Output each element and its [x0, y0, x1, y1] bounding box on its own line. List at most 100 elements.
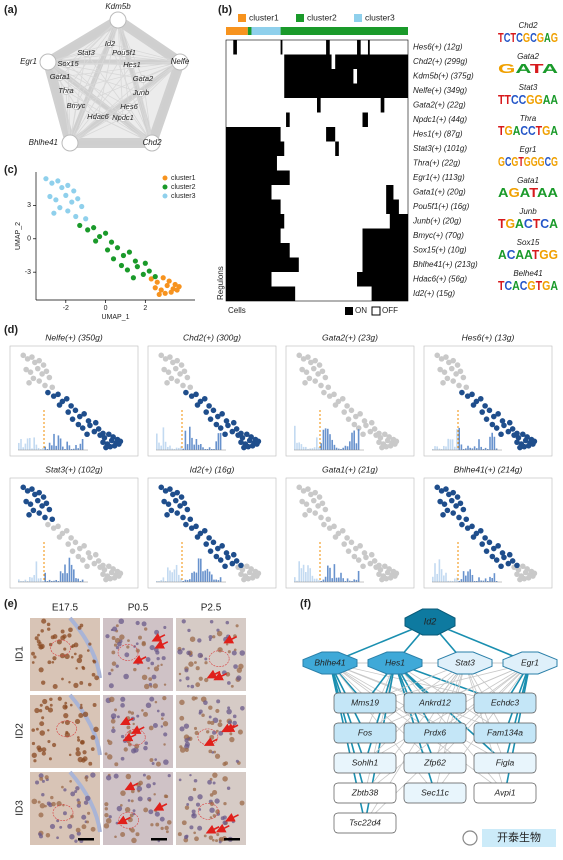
- ihc-nucleus: [209, 807, 215, 813]
- ihc-nucleus: [42, 698, 48, 705]
- ihc-nucleus: [239, 650, 246, 656]
- ihc-nucleus: [82, 711, 89, 718]
- feature-point: [233, 426, 240, 432]
- feature-point: [170, 359, 176, 366]
- ihc-nucleus: [51, 742, 57, 748]
- feature-point: [84, 563, 90, 570]
- histogram-bar: [184, 579, 187, 582]
- histogram-bar: [204, 570, 206, 582]
- panel-label: (f): [300, 598, 311, 610]
- feature-point: [167, 486, 173, 492]
- heatmap-on-cell: [284, 83, 408, 98]
- ihc-nucleus: [92, 659, 96, 663]
- histogram-bar: [491, 577, 493, 582]
- feature-point: [210, 407, 217, 414]
- feature-point: [254, 441, 260, 447]
- feature-point: [184, 506, 191, 513]
- ihc-nucleus: [120, 703, 125, 708]
- feature-point: [387, 574, 394, 581]
- panel-label: (a): [4, 4, 18, 16]
- scatter-point: [53, 197, 59, 203]
- target-label: Sohlh1: [352, 757, 379, 767]
- cluster-bar-segment: [280, 27, 408, 35]
- ihc-nucleus: [107, 740, 113, 746]
- y-axis-label: UMAP_2: [15, 222, 22, 250]
- feature-point: [493, 425, 500, 431]
- network-node: [61, 134, 79, 152]
- target-node: [333, 752, 397, 774]
- ihc-nucleus: [115, 624, 119, 628]
- feature-point: [306, 507, 313, 514]
- feature-point: [111, 442, 118, 449]
- ihc-nucleus: [74, 718, 81, 725]
- feature-point: [312, 510, 319, 516]
- ihc-nucleus: [64, 653, 70, 660]
- histogram-bar: [458, 427, 460, 450]
- ihc-nucleus: [217, 647, 223, 653]
- feature-point: [446, 359, 452, 366]
- feature-plot-title: Bhlhe41(+) (214g): [454, 464, 523, 474]
- scatter-point: [73, 213, 79, 220]
- feature-point: [233, 558, 240, 564]
- histogram-bar: [171, 448, 173, 450]
- histogram-bar: [460, 579, 463, 582]
- histogram-bar: [31, 448, 33, 450]
- feature-point: [450, 378, 457, 384]
- feature-point: [164, 380, 170, 386]
- ihc-nucleus: [225, 672, 231, 677]
- feature-point: [79, 557, 86, 563]
- ihc-nucleus: [155, 761, 161, 767]
- network-edge: [117, 19, 142, 94]
- histogram-bar: [62, 573, 64, 582]
- ihc-nucleus: [212, 772, 218, 778]
- histogram-bar: [495, 581, 498, 582]
- heatmap-on-cell: [233, 40, 237, 55]
- ihc-row-label: ID1: [15, 646, 26, 662]
- ihc-nucleus: [197, 638, 202, 643]
- histogram-bar: [215, 579, 217, 582]
- feature-point: [310, 365, 317, 372]
- regulon-label: Gata2(+) (22g): [413, 100, 466, 109]
- ihc-nucleus: [44, 804, 47, 808]
- feature-point: [111, 574, 118, 581]
- ihc-nucleus: [108, 683, 114, 689]
- ihc-nucleus: [179, 726, 185, 732]
- ihc-nucleus: [126, 645, 130, 649]
- feature-point: [486, 539, 493, 546]
- ihc-nucleus: [143, 745, 148, 751]
- ihc-nucleus: [77, 736, 80, 739]
- ihc-nucleus: [73, 642, 79, 648]
- cluster-bar-segment: [226, 27, 248, 35]
- histogram-bar: [193, 571, 195, 582]
- feature-point: [379, 444, 385, 451]
- ihc-nucleus: [226, 708, 232, 715]
- ihc-nucleus: [57, 696, 62, 701]
- feature-point: [87, 554, 93, 561]
- network-edge: [69, 64, 133, 144]
- ihc-nucleus: [71, 655, 74, 659]
- histogram-bar: [313, 578, 316, 582]
- target-node: [333, 692, 397, 714]
- histogram-bar: [493, 436, 496, 450]
- feature-point: [319, 500, 326, 507]
- cluster-bar-segment: [247, 27, 252, 35]
- feature-point: [69, 548, 76, 554]
- ihc-nucleus: [208, 835, 214, 840]
- ihc-nucleus: [146, 775, 152, 780]
- ihc-nucleus: [237, 729, 243, 735]
- network-inner-label: Thra: [58, 86, 73, 95]
- histogram-bar: [440, 449, 443, 450]
- feature-point: [444, 375, 451, 382]
- ihc-arrow: [223, 634, 238, 644]
- legend-marker: [162, 193, 168, 199]
- ihc-nucleus: [120, 696, 126, 702]
- feature-point: [201, 527, 208, 534]
- feature-point: [360, 431, 366, 438]
- histogram-bar: [44, 572, 46, 582]
- network-inner-label: Hdac6: [87, 112, 110, 121]
- histogram-bar: [309, 448, 311, 450]
- histogram-bar: [445, 446, 447, 450]
- ihc-nucleus: [74, 789, 78, 794]
- feature-point: [30, 507, 37, 514]
- feature-point: [367, 428, 374, 435]
